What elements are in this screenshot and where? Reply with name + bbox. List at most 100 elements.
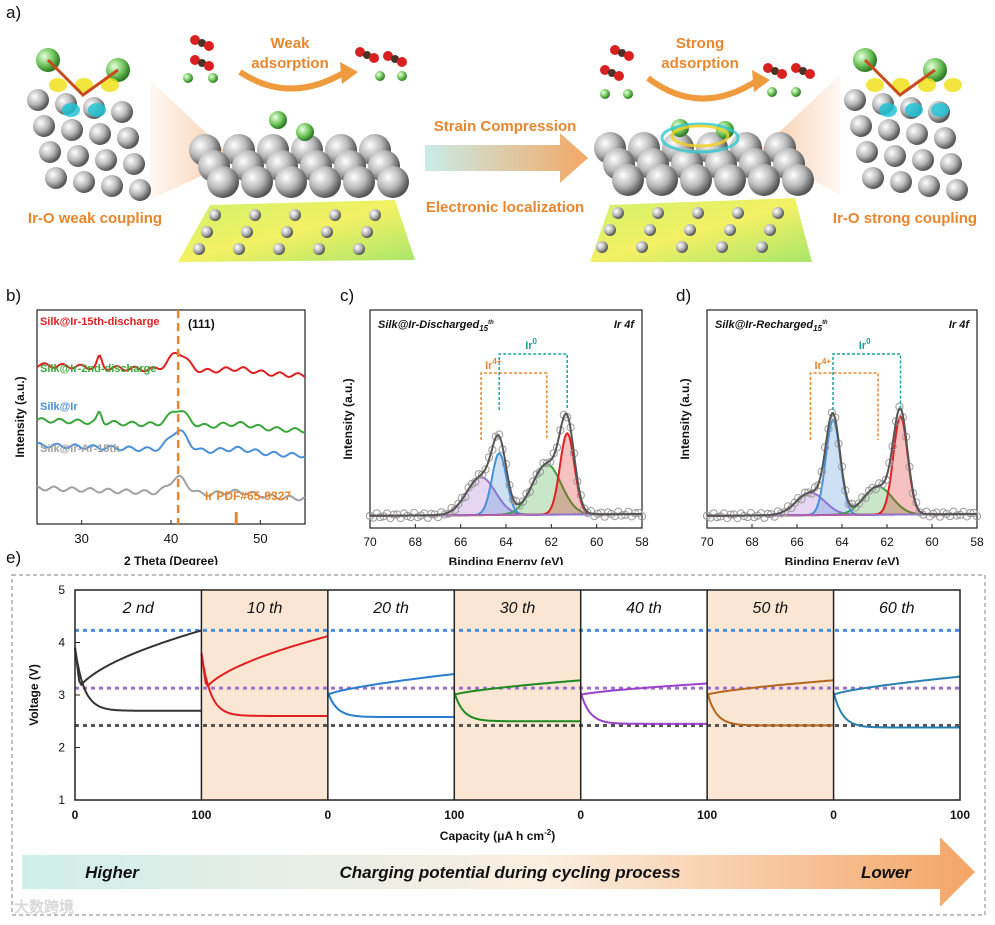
cycle-shaded-region [201,590,328,800]
xrd-pattern-line [36,474,306,502]
charge-curve [833,675,961,696]
chart-title: Silk@Ir-Discharged15th [378,319,494,333]
x-tick-label: 100 [444,808,464,822]
oxygen-atom [355,47,365,57]
legend-label: Silk@Ir-Ar-15th [40,443,120,455]
strong-adsorption-label-2: adsorption [661,55,739,72]
panel-label-b: b) [6,286,22,305]
ir4-label-main: Ir [485,360,493,372]
carbon-atom [799,67,807,75]
data-point [763,509,772,518]
ir-atom [612,164,644,196]
x-axis-title-close: ) [551,829,555,843]
ir-atom [275,166,307,198]
sheet-atom [249,209,261,221]
fit-envelope [370,412,642,517]
sheet-atom [361,226,373,238]
charge-lobe [879,103,897,117]
corner-label: Ir 4f [949,319,971,331]
component-fill [707,419,977,516]
sheet-atom [369,209,381,221]
charge-lobe [892,78,910,92]
strong-adsorption-arrow [646,75,760,102]
oxygen-atom [777,69,787,79]
li-atom [600,89,610,99]
banner-middle-label: Charging potential during cycling proces… [340,863,681,882]
sheet-atom [201,226,213,238]
x-tick-label: 70 [363,535,377,549]
outer-dashed-box [11,574,986,916]
sheet-atom [716,241,728,253]
carbon-atom [608,69,616,77]
carbon-atom [363,51,371,59]
strong-adsorption-label-1: Strong [676,35,724,52]
xrd-chart: 30 40 50 2 Theta (Degree) Intensity (a.u.) Si… [13,309,306,565]
cycle-label: 40 th [626,600,662,617]
xrd-pattern-line [36,351,306,378]
y-tick-label: 1 [58,793,65,807]
charge-curve [200,635,329,688]
x-axis-title-main: Capacity (μA h cm [440,829,544,843]
cycle-label: 10 th [247,600,283,617]
discharge-curve [453,692,581,723]
chart-title: Silk@Ir-Recharged15th [715,319,828,333]
ir-atom [934,127,956,149]
sheet-atom [313,243,325,255]
data-point [471,477,480,486]
y-axis-title: Intensity (a.u.) [678,378,692,459]
ir-atom [67,145,89,167]
oxygen-atom [369,53,379,63]
cycle-label: 60 th [879,600,915,617]
chart-title-sub: 15 [813,324,822,333]
legend-label: Silk@Ir [40,401,78,413]
charge-lobe [62,103,80,117]
carbon-atom [618,49,626,57]
gas-molecules [183,35,815,99]
cycling-banner-arrow [22,837,975,907]
charge-curve [74,629,202,687]
ir-atom [343,166,375,198]
schematic-panel-a: Weak adsorption Strong adsorption Strain… [27,35,977,262]
xrd-pattern-line [36,429,306,459]
x-tick-label: 70 [700,535,714,549]
ir4-label-main: Ir [815,360,823,372]
discharge-curve [579,692,708,725]
x-axis-title-sup: -2 [544,828,552,837]
data-point [617,511,626,520]
data-point [427,509,436,519]
oxygen-atom [190,55,200,65]
charge-curve [453,679,581,696]
carbon-atom [198,59,206,67]
ir-atom [39,141,61,163]
strain-compression-label: Strain Compression [434,118,577,135]
x-axis-title: Binding Energy (eV) [785,555,900,565]
y-axis-title: Intensity (a.u.) [13,376,27,457]
sheet-atom [724,224,736,236]
data-point [637,512,647,521]
ir0-label-sup: 0 [533,337,538,346]
ir-atom [918,175,940,197]
peak-label: (111) [188,317,215,331]
sheet-atom [764,224,776,236]
x-tick-label: 64 [499,535,513,549]
ir-atom [123,153,145,175]
ir-atom [61,119,83,141]
oxygen-atom [190,35,200,45]
strong-coupling-label: Ir-O strong coupling [833,210,977,227]
li-atom [375,71,385,81]
banner-left-label: Higher [85,863,140,882]
sheet-atom [732,207,744,219]
ir0-label-main: Ir [525,340,533,352]
y-tick-label: 3 [58,688,65,702]
data-point [952,511,961,520]
x-tick-label: 58 [970,535,984,549]
ir-atom [946,179,968,201]
bond [863,58,936,97]
electronic-localization-label: Electronic localization [426,199,584,216]
oxygen-atom [763,63,773,73]
legend-label: Silk@Ir-2nd-discharge [40,363,156,375]
oxygen-atom [614,71,624,81]
weak-adsorption-label-2: adsorption [251,55,329,72]
oxygen-atom [397,57,407,67]
ir-atom [101,175,123,197]
